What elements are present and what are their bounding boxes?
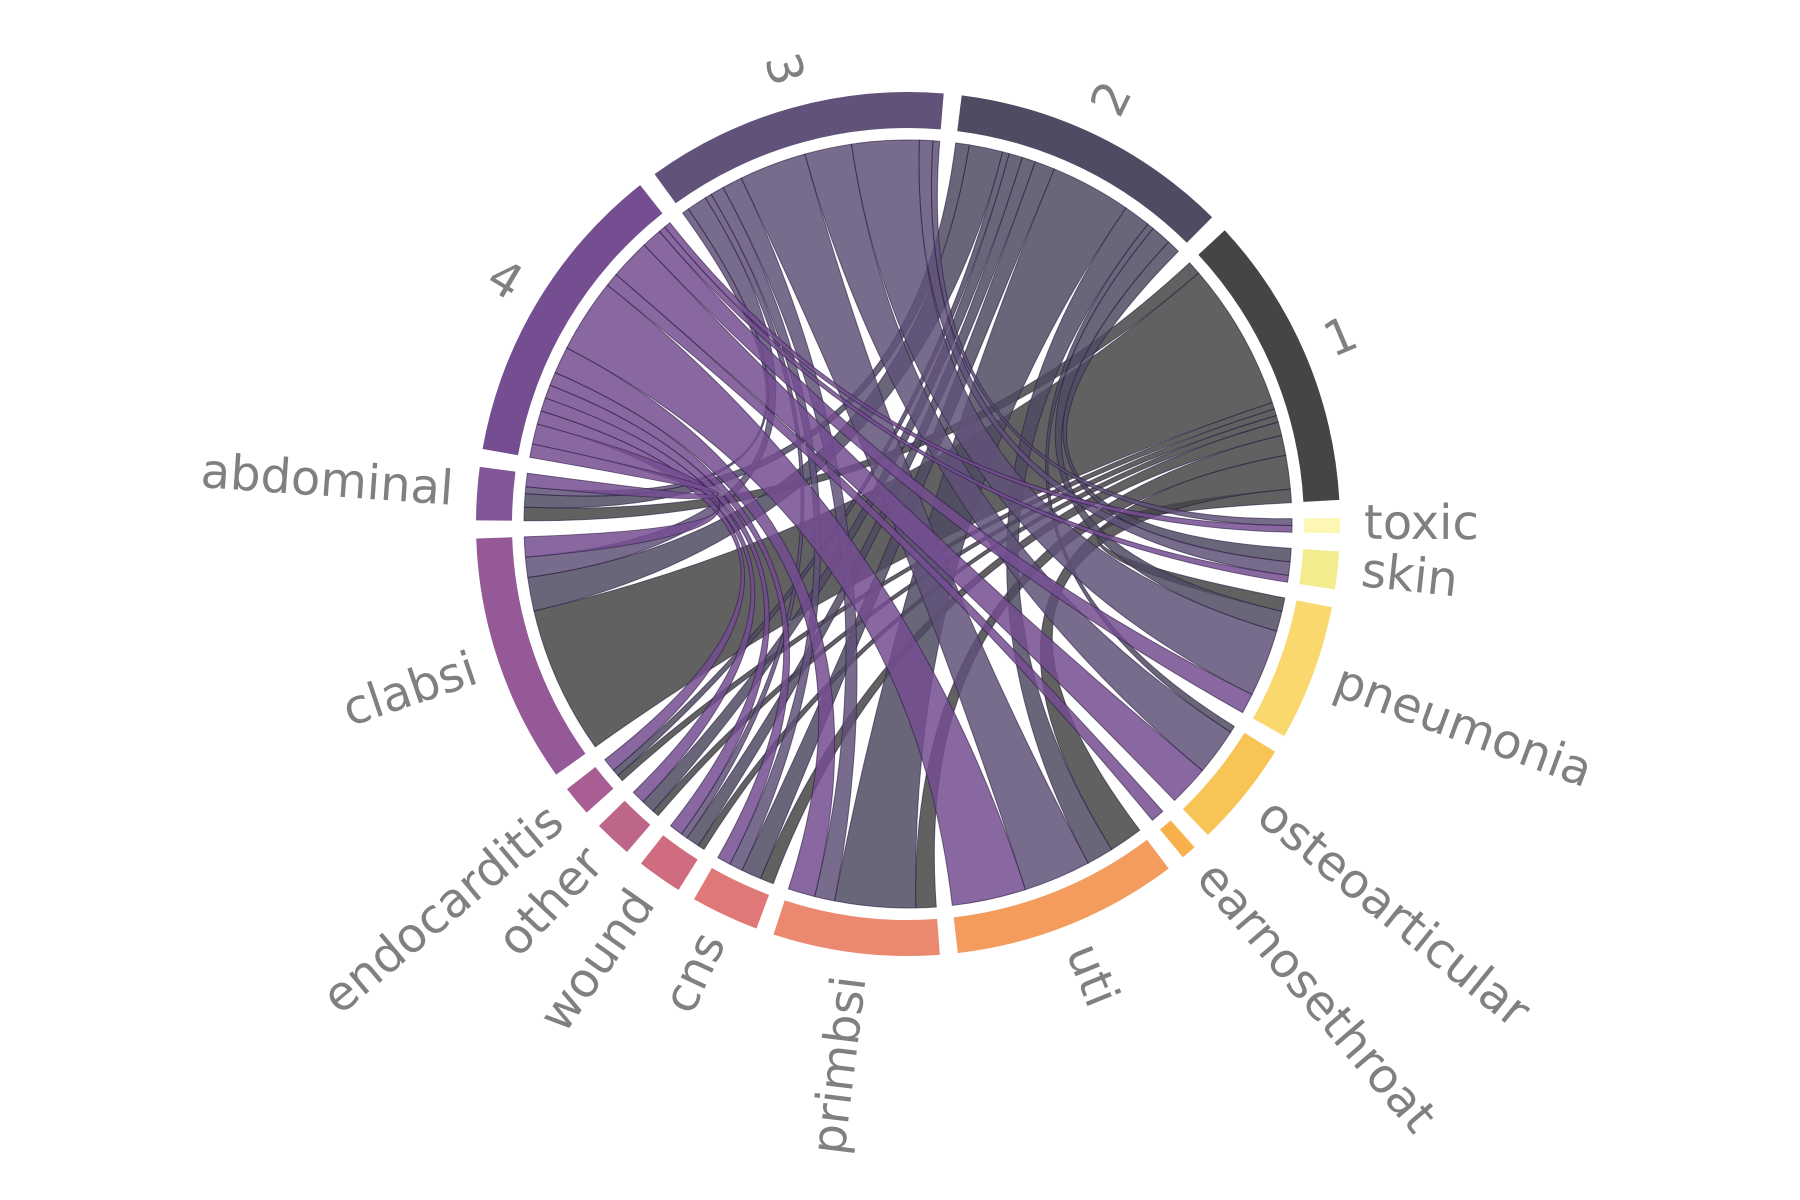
chord: [525, 443, 719, 500]
chord: [850, 139, 1278, 696]
group-arc: [654, 91, 944, 204]
chord: [549, 371, 791, 865]
chord: [658, 226, 1290, 583]
group-arc: [957, 95, 1213, 243]
group-label: 3: [753, 47, 815, 91]
category-label: clabsi: [335, 641, 484, 738]
category-arc: [953, 839, 1169, 954]
category-label: primbsi: [800, 973, 877, 1158]
group-arc: [1198, 230, 1340, 502]
chord: [554, 347, 836, 898]
category-arc: [1303, 517, 1340, 534]
category-label: uti: [1055, 936, 1130, 1015]
category-arc: [1299, 549, 1340, 590]
group-arc: [482, 185, 663, 456]
category-arc: [598, 800, 651, 853]
chord: [804, 143, 1232, 772]
chord: [1062, 241, 1292, 563]
group-label: 4: [477, 248, 532, 312]
chord: [918, 139, 1291, 577]
chord: [1045, 223, 1235, 733]
category-arc: [476, 466, 516, 521]
chord: [663, 222, 1293, 533]
chord: [643, 230, 1253, 714]
chord: [1006, 207, 1149, 864]
chord: [759, 421, 1283, 885]
group-label: 1: [1316, 305, 1366, 368]
category-label: cns: [652, 924, 737, 1022]
chord: [536, 410, 745, 771]
chord: [544, 384, 770, 835]
category-arc: [640, 835, 698, 891]
category-label: pneumonia: [1327, 653, 1600, 799]
ribbons: [523, 139, 1293, 909]
category-label: toxic: [1364, 495, 1479, 551]
category-arc: [1252, 600, 1332, 737]
chord: [915, 434, 1287, 909]
category-arc: [1182, 732, 1276, 835]
chord: [540, 397, 756, 803]
category-label: abdominal: [199, 443, 455, 517]
chord: [606, 273, 1164, 821]
category-arc: [694, 868, 770, 929]
chord: [615, 244, 1204, 802]
category-arc: [1159, 820, 1195, 858]
category-label: skin: [1359, 542, 1461, 608]
chord: [1054, 227, 1283, 632]
category-arc: [773, 900, 940, 956]
chord: [680, 193, 805, 839]
chord: [930, 140, 1293, 526]
category-arc: [566, 767, 614, 813]
chord: [566, 284, 1027, 906]
group-label: 2: [1080, 73, 1144, 125]
category-arc: [476, 537, 586, 775]
